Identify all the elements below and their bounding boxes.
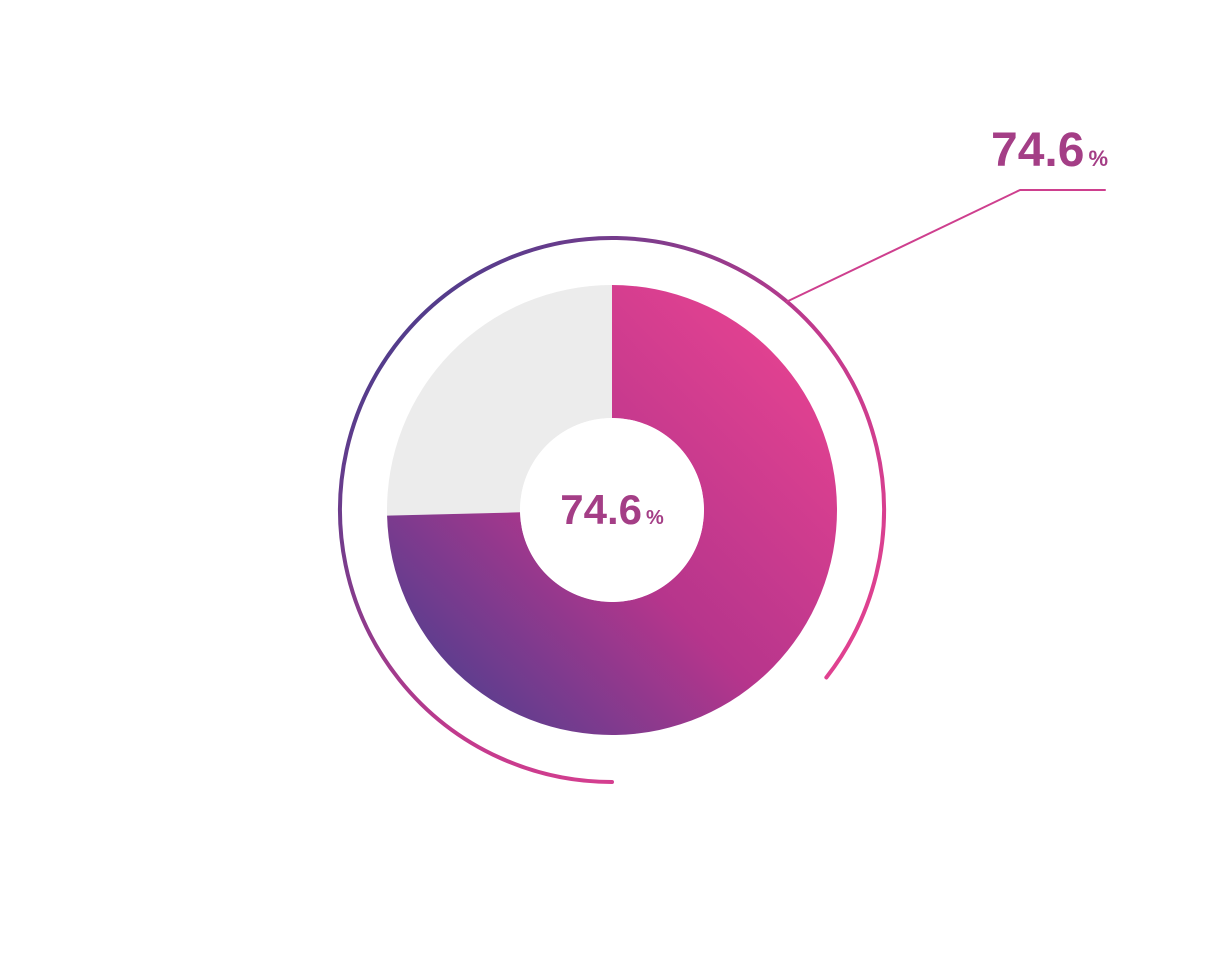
center-percentage-label: 74.6% [560, 486, 664, 534]
chart-stage: 74.6% 74.6% [0, 0, 1225, 980]
callout-percentage-value: 74.6 [991, 124, 1084, 177]
callout-leader-line [787, 190, 1105, 302]
callout-percentage-suffix: % [1088, 146, 1108, 171]
callout-percentage-label: 74.6% [991, 123, 1108, 178]
center-percentage-suffix: % [646, 507, 664, 529]
center-percentage-value: 74.6 [560, 486, 642, 533]
